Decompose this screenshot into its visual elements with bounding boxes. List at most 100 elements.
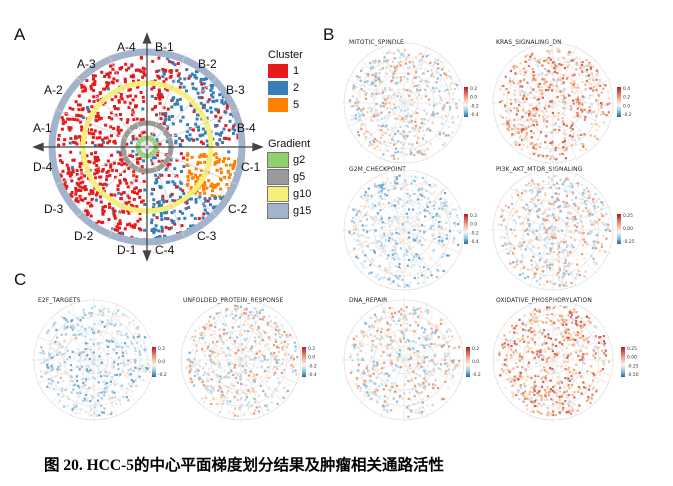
map-g2m-checkpoint: 0.2 0.0 -0.2 -0.4	[342, 168, 479, 292]
colorbar-tick: -0.25	[623, 239, 635, 245]
gradient-g15-label: g15	[293, 205, 312, 217]
figure-caption: 图 20. HCC-5 的中心平面梯度划分结果及肿瘤相关通路活性	[44, 453, 644, 475]
colorbar	[152, 347, 156, 377]
map-mitotic-spindle: 0.2 0.0 -0.2 -0.4	[342, 41, 479, 165]
cluster-5-label: 5	[293, 99, 300, 111]
colorbar-tick: -0.2	[472, 372, 481, 378]
cluster-2-swatch	[268, 81, 288, 95]
sector-divider	[54, 146, 148, 186]
caption-text: 的中心平面梯度划分结果及肿瘤相关通路活性	[133, 457, 444, 474]
sector-label-b4: B-4	[237, 121, 256, 135]
sector-divider	[76, 76, 148, 148]
colorbar-tick: 0.2	[470, 86, 477, 92]
colorbar-tick: 0.0	[470, 222, 477, 228]
sector-divider	[146, 76, 218, 148]
map-pi3k-akt-mtor-signaling: 0.25 0.00 -0.25	[491, 168, 635, 292]
sector-divider	[76, 146, 148, 218]
tissue-spots	[57, 55, 240, 240]
sector-label-b2: B-2	[198, 57, 217, 71]
cluster-5-swatch	[268, 98, 288, 112]
sector-divider	[146, 146, 218, 218]
colorbar	[464, 214, 468, 244]
panel-letter-a: A	[14, 25, 26, 44]
colorbar-tick: -0.4	[470, 112, 479, 118]
sector-label-a2: A-2	[44, 83, 63, 97]
map-unfolded-protein-response: 0.2 0.0 -0.2 -0.4	[179, 298, 317, 422]
colorbar-tick: 0.2	[470, 213, 477, 219]
colorbar-tick: -0.25	[627, 363, 639, 369]
colorbar-tick: 0.00	[623, 226, 633, 232]
colorbar-tick: 0.0	[158, 359, 165, 365]
gradient-g15-swatch	[267, 203, 289, 219]
sector-label-b1: B-1	[155, 40, 174, 54]
sector-divider	[54, 108, 148, 148]
colorbar-tick: -0.2	[470, 230, 479, 236]
gradient-g2-swatch	[267, 152, 289, 168]
sector-divider	[146, 146, 186, 240]
cluster-2-label: 2	[293, 82, 300, 94]
map-title-kras-signaling-dn: KRAS_SIGNALING_DN	[496, 39, 562, 46]
sector-divider	[146, 54, 186, 148]
sector-label-c2: C-2	[228, 202, 248, 216]
gradient-legend-title: Gradient	[268, 138, 311, 150]
colorbar	[464, 87, 468, 117]
colorbar	[466, 347, 470, 377]
colorbar-tick: -0.4	[470, 239, 479, 245]
sector-label-c1: C-1	[241, 160, 261, 174]
gradient-g10-label: g10	[293, 188, 312, 200]
map-title-e2f-targets: E2F_TARGETS	[38, 297, 81, 304]
map-dna-repair: 0.2 0.0 -0.2	[342, 298, 481, 422]
colorbar	[621, 347, 625, 377]
map-oxidative-phosphorylation: 0.25 0.00 -0.25 -0.50	[491, 298, 639, 422]
cluster-1-label: 1	[293, 65, 300, 77]
sector-label-a1: A-1	[33, 121, 52, 135]
colorbar-tick: 0.2	[623, 95, 630, 101]
gradient-g10-swatch	[267, 186, 289, 202]
colorbar-tick: 0.2	[308, 346, 315, 352]
gradient-g5-label: g5	[293, 171, 306, 183]
colorbar-tick: 0.2	[472, 346, 479, 352]
colorbar-tick: 0.0	[623, 103, 630, 109]
sector-label-a3: A-3	[77, 57, 96, 71]
colorbar-tick: -0.2	[308, 363, 317, 369]
gradient-g2-label: g2	[293, 154, 306, 166]
sector-label-d3: D-3	[44, 202, 64, 216]
panel-letter-b: B	[323, 25, 335, 44]
sector-label-b3: B-3	[226, 83, 245, 97]
sector-label-d4: D-4	[33, 160, 53, 174]
map-e2f-targets: 0.2 0.0 -0.2	[32, 298, 167, 422]
colorbar-tick: 0.0	[470, 95, 477, 101]
sector-divider	[146, 146, 240, 186]
colorbar-tick: -0.2	[470, 103, 479, 109]
sector-divider	[108, 54, 148, 148]
colorbar-tick: 0.25	[627, 346, 637, 352]
sector-divider	[146, 108, 240, 148]
sector-label-d2: D-2	[74, 229, 94, 243]
colorbar-tick: -0.2	[623, 112, 632, 118]
gradient-g5-swatch	[267, 169, 289, 185]
colorbar-tick: 0.0	[472, 359, 479, 365]
sector-dividers	[54, 54, 240, 240]
colorbar-tick: 0.00	[627, 355, 637, 361]
colorbar	[617, 87, 621, 117]
panel-letter-c: C	[14, 270, 27, 289]
sector-label-c3: C-3	[197, 229, 217, 243]
map-title-pi3k-akt-mtor: PI3K_AKT_MTOR_SIGNALING	[496, 166, 583, 173]
colorbar-tick: -0.2	[158, 372, 167, 378]
sector-label-d1: D-1	[117, 243, 137, 257]
map-kras-signaling-dn: 0.4 0.2 0.0 -0.2	[491, 41, 632, 165]
sector-label-a4: A-4	[117, 40, 136, 54]
sector-label-c4: C-4	[155, 243, 175, 257]
colorbar-tick: 0.4	[623, 86, 630, 92]
map-title-mitotic-spindle: MITOTIC_SPINDLE	[349, 39, 404, 46]
map-title-g2m-checkpoint: G2M_CHECKPOINT	[349, 166, 406, 173]
colorbar	[302, 347, 306, 377]
colorbar-tick: 0.0	[308, 355, 315, 361]
cluster-legend-title: Cluster	[268, 49, 303, 61]
colorbar-tick: -0.50	[627, 372, 639, 378]
colorbar	[617, 214, 621, 244]
sector-divider	[108, 146, 148, 240]
colorbar-tick: 0.25	[623, 213, 633, 219]
panel-a-radial-plot	[32, 32, 264, 262]
